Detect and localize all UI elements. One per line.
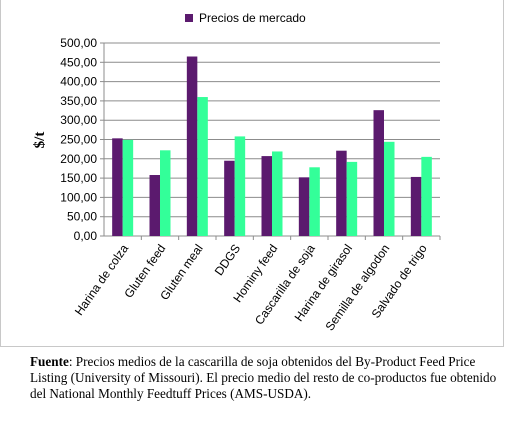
- legend: Precios de mercado: [185, 11, 306, 25]
- bar-series-2: [346, 161, 358, 236]
- bar-series-2: [421, 156, 432, 236]
- y-tick-label: 50,00: [67, 210, 97, 224]
- x-category-label: DDGS: [212, 242, 243, 278]
- bar-series-2: [234, 136, 246, 236]
- y-tick-label: 0,00: [74, 229, 98, 243]
- bar-series-1: [298, 177, 310, 236]
- y-tick-label: 400,00: [60, 75, 97, 89]
- y-tick-label: 350,00: [60, 94, 97, 108]
- bar-series-2: [160, 150, 171, 236]
- y-tick-label: 500,00: [60, 36, 97, 50]
- y-tick-label: 100,00: [60, 190, 97, 204]
- bar-series-1: [149, 175, 160, 236]
- bar-series-2: [197, 97, 208, 236]
- bar-series-2: [309, 167, 320, 236]
- bar-series-1: [261, 156, 272, 236]
- source-note: Fuente: Precios medios de la cascarilla …: [30, 354, 510, 402]
- bar-series-1: [373, 110, 384, 236]
- bar-series-2: [122, 139, 134, 236]
- y-axis-label: $/t: [32, 132, 48, 149]
- bar-series-1: [112, 138, 123, 236]
- bar-series-1: [410, 176, 422, 236]
- bar-series-1: [186, 56, 198, 237]
- bar-series-1: [224, 160, 235, 236]
- legend-swatch: [185, 14, 193, 22]
- chart-frame: [0, 0, 504, 347]
- bar-chart: 0,00 50,00 100,00 150,00 200,00 250,00 300,00 3…: [32, 11, 441, 333]
- x-category-label: Harina de colza: [72, 241, 131, 318]
- bar-series-2: [272, 151, 283, 236]
- source-label: Fuente: [30, 354, 69, 369]
- y-tick-label: 150,00: [60, 171, 97, 185]
- y-tick-label: 200,00: [60, 152, 97, 166]
- bar-series-2: [384, 141, 395, 236]
- y-tick-label: 300,00: [60, 113, 97, 127]
- bars: [112, 56, 432, 237]
- source-text: : Precios medios de la cascarilla de soj…: [30, 354, 497, 401]
- y-tick-label: 250,00: [60, 133, 97, 147]
- y-tick-label: 450,00: [60, 55, 97, 69]
- legend-label: Precios de mercado: [199, 11, 306, 25]
- y-tick-labels: 0,00 50,00 100,00 150,00 200,00 250,00 300,00 3…: [60, 36, 97, 243]
- bar-series-1: [336, 150, 347, 236]
